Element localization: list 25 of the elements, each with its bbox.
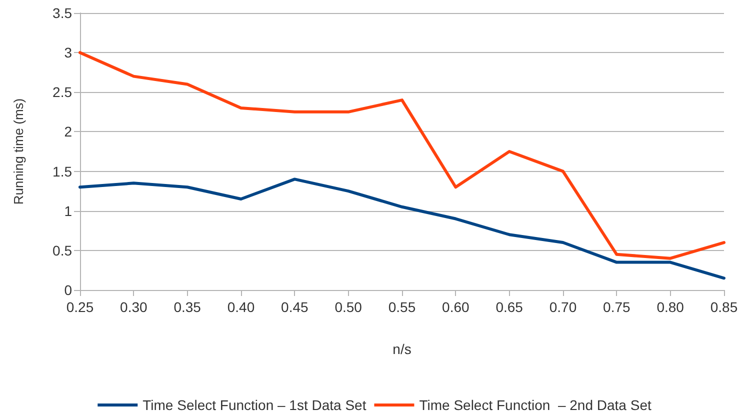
x-tick-label: 0.80	[656, 299, 684, 315]
y-tick-label: 1.5	[52, 163, 72, 180]
y-tick-label: 3.5	[52, 5, 72, 21]
x-tick-label: 0.75	[603, 299, 631, 315]
y-tick-label: 2	[64, 124, 72, 140]
legend-label: Time Select Function – 2nd Data Set	[419, 397, 652, 413]
x-tick-label: 0.35	[174, 299, 202, 315]
x-tick-label: 0.55	[388, 299, 416, 315]
x-tick-label: 0.70	[549, 299, 577, 315]
x-tick-label: 0.25	[66, 299, 94, 315]
y-tick-label: 0	[64, 282, 72, 298]
x-tick-label: 0.60	[442, 299, 470, 315]
legend-label: Time Select Function – 1st Data Set	[142, 397, 366, 413]
x-tick-label: 0.85	[710, 299, 738, 315]
x-tick-label: 0.40	[227, 299, 255, 315]
x-tick-label: 0.65	[496, 299, 524, 315]
x-tick-label: 0.50	[334, 299, 362, 315]
x-tick-label: 0.45	[281, 299, 309, 315]
x-axis-title: n/s	[392, 341, 412, 357]
y-tick-label: 1	[64, 202, 72, 219]
y-axis-title: Running time (ms)	[11, 98, 26, 205]
x-tick-label: 0.30	[120, 299, 148, 315]
y-tick-label: 2.5	[52, 84, 72, 100]
y-tick-label: 3	[64, 44, 72, 61]
y-tick-label: 0.5	[52, 242, 72, 258]
